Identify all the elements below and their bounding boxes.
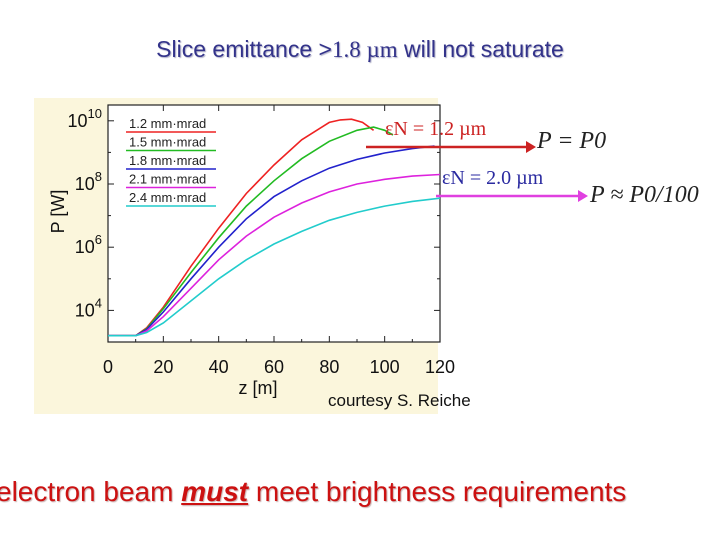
title-number: 1.8: [331, 37, 367, 62]
slide-title: Slice emittance >1.8 µm will not saturat…: [0, 36, 720, 63]
x-tick-label: 20: [153, 357, 173, 377]
x-axis-label: z [m]: [239, 378, 278, 398]
y-tick-label-base: 10: [68, 111, 88, 131]
equation-unsaturated: P ≈ P0/100: [590, 182, 699, 208]
x-tick-label: 40: [209, 357, 229, 377]
y-axis-label: P [W]: [48, 190, 68, 234]
x-tick-label: 80: [319, 357, 339, 377]
annotation-emittance-1-2: εN = 1.2 µm: [385, 118, 487, 140]
bottom-text-post: meet brightness requirements: [248, 476, 627, 507]
y-tick-label-exponent: 8: [95, 169, 102, 184]
series-line-3: [108, 145, 435, 337]
legend-label: 1.2 mm·mrad: [129, 116, 206, 131]
title-text-post: will not saturate: [397, 36, 564, 62]
series-line-5: [108, 197, 441, 337]
legend-label: 1.8 mm·mrad: [129, 153, 206, 168]
y-tick-label-base: 10: [75, 300, 95, 320]
y-tick-label-exponent: 6: [95, 232, 102, 247]
series-line-4: [108, 173, 441, 337]
y-tick-label-base: 10: [75, 174, 95, 194]
y-tick-label: 108: [75, 169, 102, 194]
x-tick-label: 0: [103, 357, 113, 377]
legend-label: 2.1 mm·mrad: [129, 172, 206, 187]
title-text-pre: Slice emittance >: [156, 36, 332, 62]
x-tick-label: 100: [370, 357, 400, 377]
y-tick-label-exponent: 10: [88, 106, 102, 121]
bottom-emphasis: must: [181, 476, 249, 507]
annotation-emittance-2-0: εN = 2.0 µm: [442, 167, 544, 189]
arrow-unsaturated-head: [578, 190, 588, 202]
legend-label: 1.5 mm·mrad: [129, 135, 206, 150]
bottom-text-pre: electron beam: [0, 476, 182, 507]
y-tick-label-exponent: 4: [95, 295, 102, 310]
y-tick-label: 1010: [68, 106, 103, 131]
courtesy-credit: courtesy S. Reiche: [328, 391, 471, 410]
bottom-statement: electron beam must meet brightness requi…: [0, 476, 626, 508]
legend-label: 2.4 mm·mrad: [129, 190, 206, 205]
plot-frame: [107, 104, 441, 343]
title-unit: µm: [366, 37, 398, 62]
equation-saturated: P = P0: [537, 128, 607, 154]
y-tick-label: 106: [75, 232, 102, 257]
x-tick-label: 120: [425, 357, 455, 377]
y-tick-label: 104: [75, 295, 102, 320]
x-tick-label: 60: [264, 357, 284, 377]
arrow-saturated-head: [526, 141, 536, 153]
y-tick-label-base: 10: [75, 237, 95, 257]
